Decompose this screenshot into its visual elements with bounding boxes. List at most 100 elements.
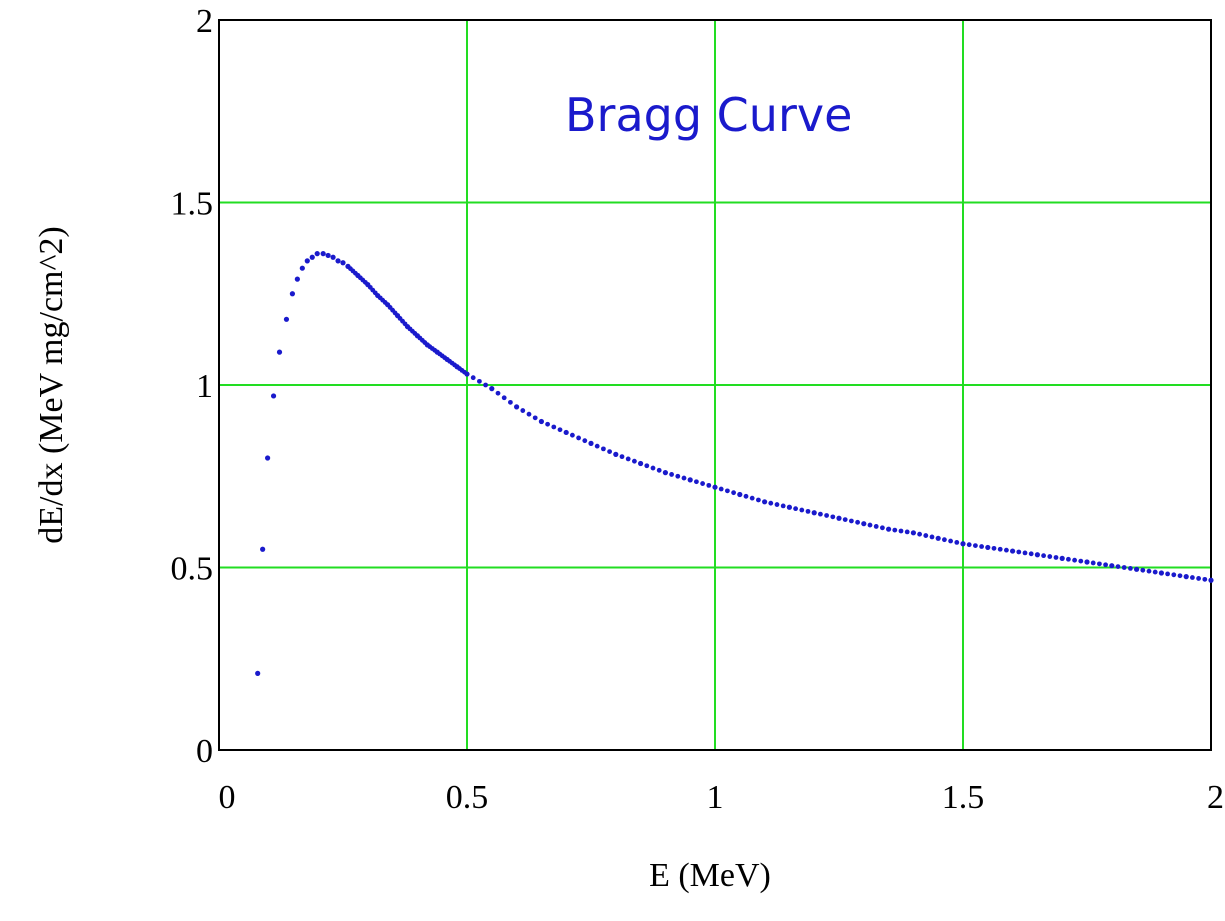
data-point (644, 463, 650, 469)
data-point (294, 276, 300, 282)
data-point (422, 340, 428, 345)
data-point (942, 537, 947, 543)
data-point (299, 265, 305, 271)
data-point (335, 258, 341, 264)
data-point (495, 390, 501, 396)
data-point (836, 515, 842, 521)
data-point (1053, 555, 1059, 560)
data-points (255, 251, 1214, 676)
data-point (545, 421, 550, 427)
data-point (276, 349, 283, 355)
data-point (842, 517, 848, 522)
data-point (1016, 549, 1022, 555)
y-tick-labels: 0 0.5 1 1.5 2 (171, 3, 214, 770)
data-point (768, 500, 774, 506)
data-point (402, 321, 408, 327)
data-point (588, 440, 594, 446)
data-point (966, 542, 972, 548)
data-point (731, 490, 736, 496)
data-point (923, 533, 929, 538)
data-point (582, 438, 588, 444)
data-point (774, 502, 780, 507)
data-point (1177, 573, 1183, 579)
data-point (340, 260, 346, 266)
data-point (1034, 552, 1040, 558)
data-point (1047, 554, 1053, 559)
data-point (687, 477, 693, 483)
data-point (780, 503, 786, 509)
data-point (260, 546, 266, 552)
data-point (325, 252, 331, 259)
data-point (718, 486, 724, 492)
data-point (1146, 568, 1152, 574)
data-point (265, 455, 271, 461)
data-point (613, 451, 619, 457)
data-point (538, 418, 545, 425)
data-point (694, 479, 699, 485)
data-point (1010, 548, 1016, 554)
data-point (483, 382, 488, 388)
data-point (656, 467, 662, 473)
data-point (594, 443, 600, 449)
data-point (1171, 572, 1177, 578)
data-point (861, 521, 867, 527)
data-point (1090, 560, 1096, 566)
data-point (1140, 567, 1146, 573)
x-tick-label: 0 (219, 779, 236, 816)
data-point (532, 415, 538, 421)
data-point (756, 497, 761, 503)
data-point (362, 279, 368, 285)
data-point (320, 251, 326, 257)
data-point (1059, 555, 1065, 561)
data-point (372, 290, 378, 296)
data-point (805, 508, 811, 514)
data-point (917, 531, 922, 537)
data-point (1066, 556, 1071, 562)
data-point (892, 527, 898, 533)
data-point (330, 254, 336, 260)
data-point (818, 511, 823, 517)
data-point (526, 411, 532, 417)
data-point (675, 473, 681, 479)
data-point (1196, 576, 1201, 581)
data-point (725, 488, 730, 494)
data-point (1004, 547, 1009, 553)
data-point (1190, 575, 1195, 580)
data-point (873, 524, 879, 529)
y-tick-label: 0 (196, 733, 213, 770)
data-point (570, 432, 575, 438)
data-point (1152, 569, 1158, 575)
data-point (681, 475, 687, 481)
data-point (1078, 558, 1084, 564)
data-point (811, 510, 817, 516)
data-point (619, 454, 625, 460)
x-tick-label: 1.5 (942, 779, 985, 816)
data-point (824, 513, 829, 518)
data-point (314, 251, 320, 257)
data-point (638, 460, 644, 467)
data-point (1109, 563, 1115, 569)
data-point (886, 526, 892, 532)
data-point (1158, 570, 1164, 576)
data-point (1041, 553, 1046, 559)
data-point (973, 543, 978, 548)
data-point (867, 522, 873, 528)
y-tick-label: 1 (196, 368, 213, 405)
data-point (793, 506, 798, 512)
x-tick-labels: 0 0.5 1 1.5 2 (219, 779, 1225, 816)
data-point (650, 465, 656, 471)
y-tick-label: 0.5 (171, 551, 214, 588)
data-point (270, 393, 277, 399)
y-tick-label: 1.5 (171, 186, 214, 223)
data-point (749, 495, 755, 501)
data-point (898, 528, 904, 534)
x-tick-label: 0.5 (446, 779, 489, 816)
data-point (997, 546, 1003, 552)
data-point (960, 541, 966, 547)
grid-lines (219, 20, 1211, 750)
data-point (1202, 576, 1208, 582)
data-point (762, 499, 768, 505)
data-point (904, 529, 910, 535)
data-point (1084, 559, 1090, 565)
data-point (910, 530, 917, 536)
